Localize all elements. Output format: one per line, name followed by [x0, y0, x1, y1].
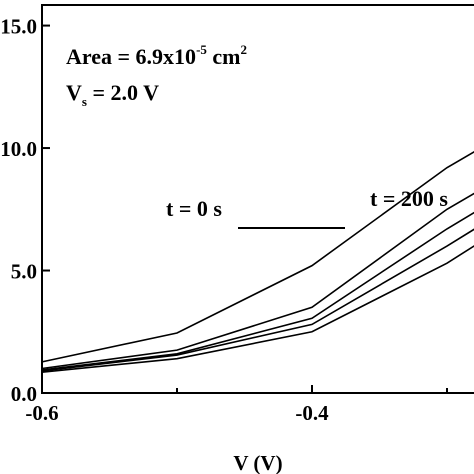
y-tick-label: 10.0: [0, 137, 37, 161]
curve: [41, 245, 474, 373]
curve: [41, 211, 474, 371]
x-tick-label: -0.4: [295, 401, 329, 425]
t-end-label: t = 200 s: [370, 186, 448, 211]
x-tick-label: -0.6: [25, 401, 58, 425]
x-axis-label: V (V): [233, 451, 282, 474]
y-tick-label: 5.0: [11, 260, 37, 284]
y-tick-label: 0.0: [11, 382, 37, 406]
curve: [41, 192, 474, 370]
area-annotation: Area = 6.9x10-5 cm2: [66, 42, 247, 69]
curve: [41, 228, 474, 372]
t-start-label: t = 0 s: [166, 196, 222, 221]
curve: [41, 151, 474, 363]
y-tick-label: 15.0: [0, 15, 37, 39]
vs-annotation: Vs = 2.0 V: [66, 80, 159, 109]
